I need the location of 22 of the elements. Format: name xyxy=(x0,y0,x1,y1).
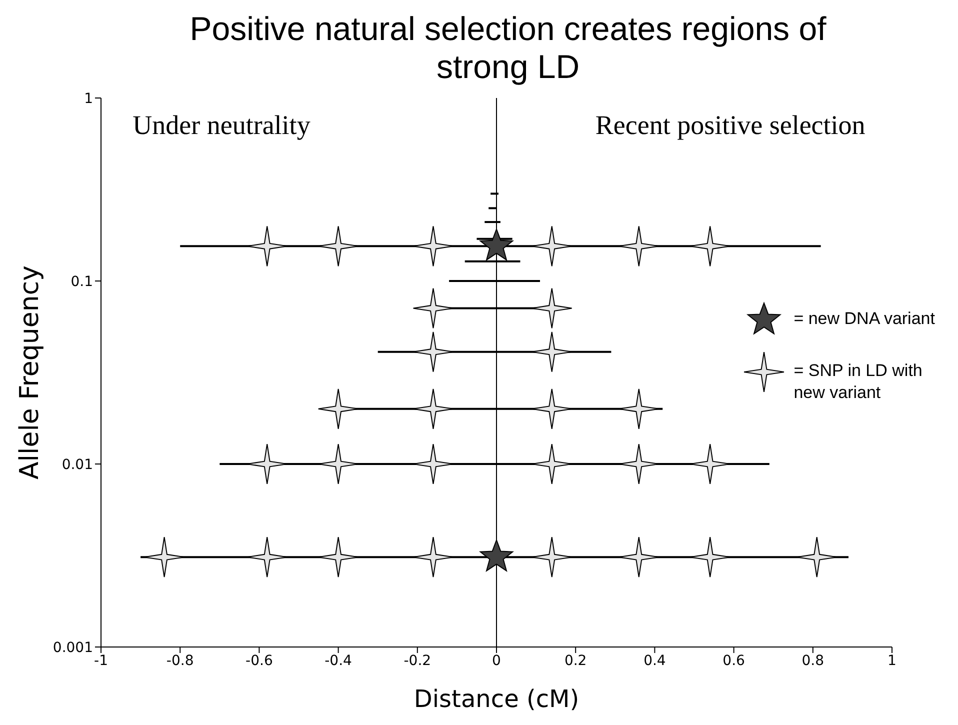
x-tick-label: 0.8 xyxy=(802,652,824,669)
y-tick-label: 1 xyxy=(84,90,93,107)
annotation: Recent positive selection xyxy=(595,110,866,141)
x-tick-label: -1 xyxy=(94,652,108,669)
x-tick-label: -0.4 xyxy=(324,652,352,669)
y-tick-label: 0.1 xyxy=(70,274,93,290)
y-tick-label: 0.001 xyxy=(52,640,93,656)
y-tick-label: 0.01 xyxy=(62,456,93,473)
annotation: Under neutrality xyxy=(132,110,310,141)
x-tick-label: 0.2 xyxy=(564,652,587,669)
chart-title: Positive natural selection creates regions of strong LD xyxy=(188,10,828,86)
x-tick-label: 0.6 xyxy=(722,652,746,669)
y-axis-title: Allele Frequency xyxy=(15,265,46,480)
x-tick-label: 1 xyxy=(888,652,896,669)
x-tick-label: 0.4 xyxy=(644,652,666,669)
x-tick-label: 0 xyxy=(492,652,501,669)
legend-label: = SNP in LD with new variant xyxy=(794,360,924,404)
x-tick-label: -0.8 xyxy=(166,652,194,669)
x-tick-label: -0.6 xyxy=(246,652,273,669)
x-axis-title: Distance (cM) xyxy=(414,685,580,713)
legend-label: = new DNA variant xyxy=(794,308,935,330)
x-tick-label: -0.2 xyxy=(404,652,432,669)
